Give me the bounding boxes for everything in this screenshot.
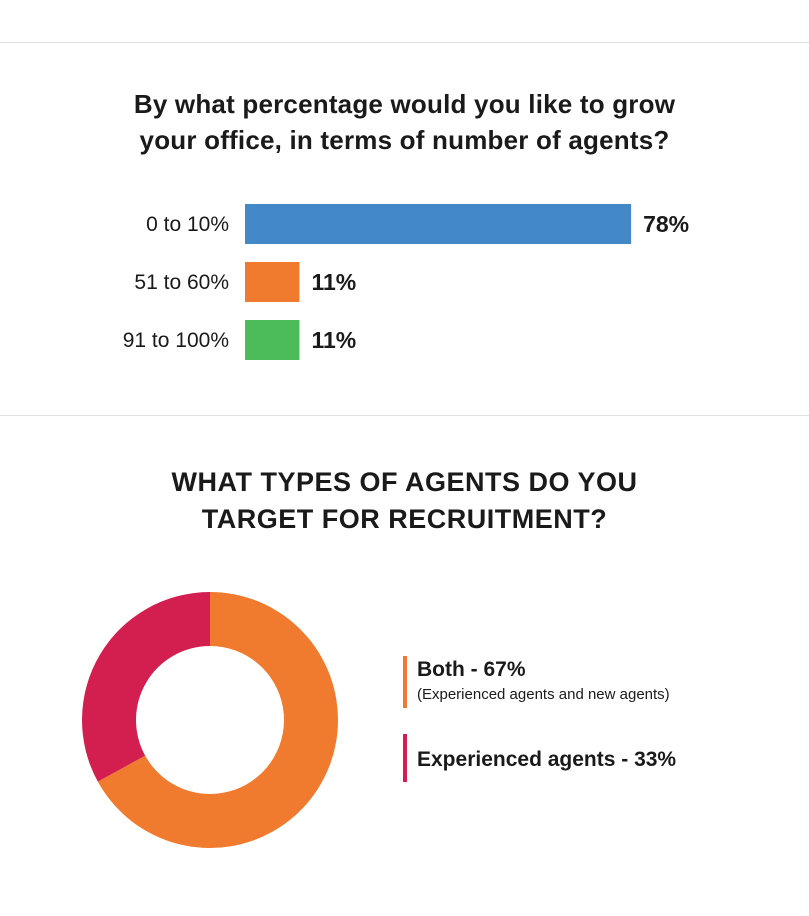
bar (245, 320, 300, 360)
bar-category-label: 0 to 10% (146, 213, 229, 236)
legend-swatch-both (403, 656, 407, 708)
agent-types-donut-svg (82, 592, 338, 848)
growth-bar-chart-svg: 0 to 10% 78% 51 to 60% 11% 91 to 100% 11% (123, 204, 689, 360)
donut-slice (82, 592, 210, 782)
legend-item-experienced: Experienced agents - 33% (403, 734, 803, 782)
legend-label-experienced: Experienced agents - 33% (417, 748, 677, 771)
legend-item-both: Both - 67% (Experienced agents and new a… (403, 656, 803, 708)
bar-value-label: 11% (311, 327, 356, 353)
bar (245, 204, 632, 244)
bar-value-label: 11% (311, 269, 356, 295)
donut-chart-title-line-2: TARGET FOR RECRUITMENT? (201, 504, 608, 534)
donut-slice (97, 592, 338, 848)
bar (245, 262, 300, 302)
bar-category-label: 91 to 100% (123, 329, 229, 352)
growth-bar-chart: 0 to 10% 78% 51 to 60% 11% 91 to 100% 11% (0, 195, 809, 365)
section-divider (0, 415, 809, 416)
donut-chart-title-line-1: WHAT TYPES OF AGENTS DO YOU (171, 467, 638, 497)
bar-chart-title-line-2: your office, in terms of number of agent… (139, 125, 670, 155)
legend-swatch-experienced (403, 734, 407, 782)
bar-chart-title: By what percentage would you like to gro… (0, 86, 809, 158)
donut-chart-title: WHAT TYPES OF AGENTS DO YOU TARGET FOR R… (0, 464, 809, 538)
top-divider (0, 42, 809, 43)
legend-label-both: Both - 67% (417, 658, 526, 681)
bar-value-label: 78% (643, 211, 689, 237)
agent-types-donut-chart (80, 590, 340, 850)
legend-note-both: (Experienced agents and new agents) (417, 686, 670, 703)
donut-legend: Both - 67% (Experienced agents and new a… (403, 656, 803, 782)
bar-chart-title-line-1: By what percentage would you like to gro… (133, 89, 676, 119)
bar-category-label: 51 to 60% (134, 271, 229, 294)
